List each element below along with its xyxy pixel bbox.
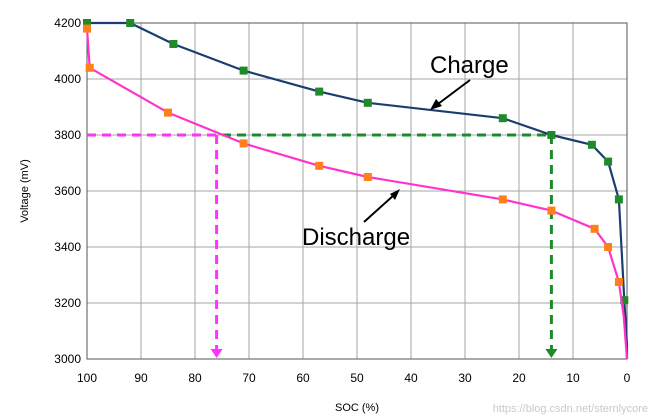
- discharge-marker: [164, 108, 172, 117]
- charge-marker: [239, 66, 248, 75]
- discharge-marker: [85, 63, 94, 72]
- charge-arrow-head: [430, 99, 442, 110]
- charge-marker: [547, 131, 556, 139]
- discharge-marker: [498, 195, 507, 204]
- x-tick-label: 10: [566, 371, 580, 385]
- y-tick-label: 3400: [54, 240, 81, 254]
- charge-marker: [126, 19, 135, 27]
- charge-arrow-line: [437, 79, 471, 105]
- x-tick-label: 90: [134, 371, 148, 385]
- discharge-arrow-line: [363, 194, 395, 223]
- x-tick-label: 50: [350, 371, 364, 385]
- y-tick-label: 3000: [54, 352, 81, 366]
- discharge-marker: [239, 139, 248, 148]
- charge-marker: [604, 157, 613, 166]
- discharge-marker: [83, 24, 91, 33]
- y-axis-title: Voltage (mV): [19, 159, 31, 223]
- discharge-label: Discharge: [302, 224, 410, 251]
- charge-annotation: Charge: [430, 52, 509, 110]
- charge-marker: [614, 195, 623, 204]
- charge-marker: [620, 296, 629, 305]
- charge-3800-arrow-head: [545, 349, 558, 358]
- discharge-annotation: Discharge: [302, 189, 410, 251]
- discharge-marker: [590, 224, 599, 233]
- charge-marker: [169, 40, 178, 48]
- charge-marker: [315, 87, 324, 96]
- charge-marker: [498, 114, 507, 123]
- x-tick-label: 60: [296, 371, 310, 385]
- series-layer: [83, 19, 629, 360]
- charge-label: Charge: [430, 52, 509, 79]
- x-tick-label: 30: [458, 371, 472, 385]
- plot-frame: [86, 22, 628, 360]
- discharge-arrow-head: [390, 189, 400, 200]
- y-tick-label: 3600: [54, 184, 81, 198]
- charge-marker: [587, 140, 596, 149]
- x-tick-label: 80: [188, 371, 202, 385]
- charge-marker: [363, 98, 372, 107]
- y-tick-label: 3200: [54, 296, 81, 310]
- discharge-marker: [547, 206, 556, 215]
- y-tick-label: 3800: [54, 128, 81, 142]
- x-tick-label: 100: [77, 371, 97, 385]
- discharge-marker: [363, 173, 372, 181]
- x-tick-label: 40: [404, 371, 418, 385]
- discharge-marker: [614, 278, 623, 286]
- x-axis-title: SOC (%): [335, 402, 379, 414]
- charge-marker: [83, 19, 91, 27]
- watermark: https://blog.csdn.net/sternlycore: [493, 403, 648, 415]
- charge-line: [87, 21, 629, 359]
- x-tick-label: 20: [512, 371, 526, 385]
- y-tick-label: 4000: [54, 72, 81, 86]
- x-tick-label: 0: [624, 371, 631, 385]
- x-tick-label: 70: [242, 371, 256, 385]
- discharge-marker: [604, 243, 613, 251]
- discharge-marker: [315, 161, 324, 170]
- y-tick-label: 4200: [54, 16, 81, 30]
- reference-lines: [87, 133, 558, 358]
- axis-ticks: 100 90 80 70 60 50 40 30 20 10 0300032003400360038…: [54, 16, 630, 385]
- discharge-3800-arrow-head: [210, 349, 223, 358]
